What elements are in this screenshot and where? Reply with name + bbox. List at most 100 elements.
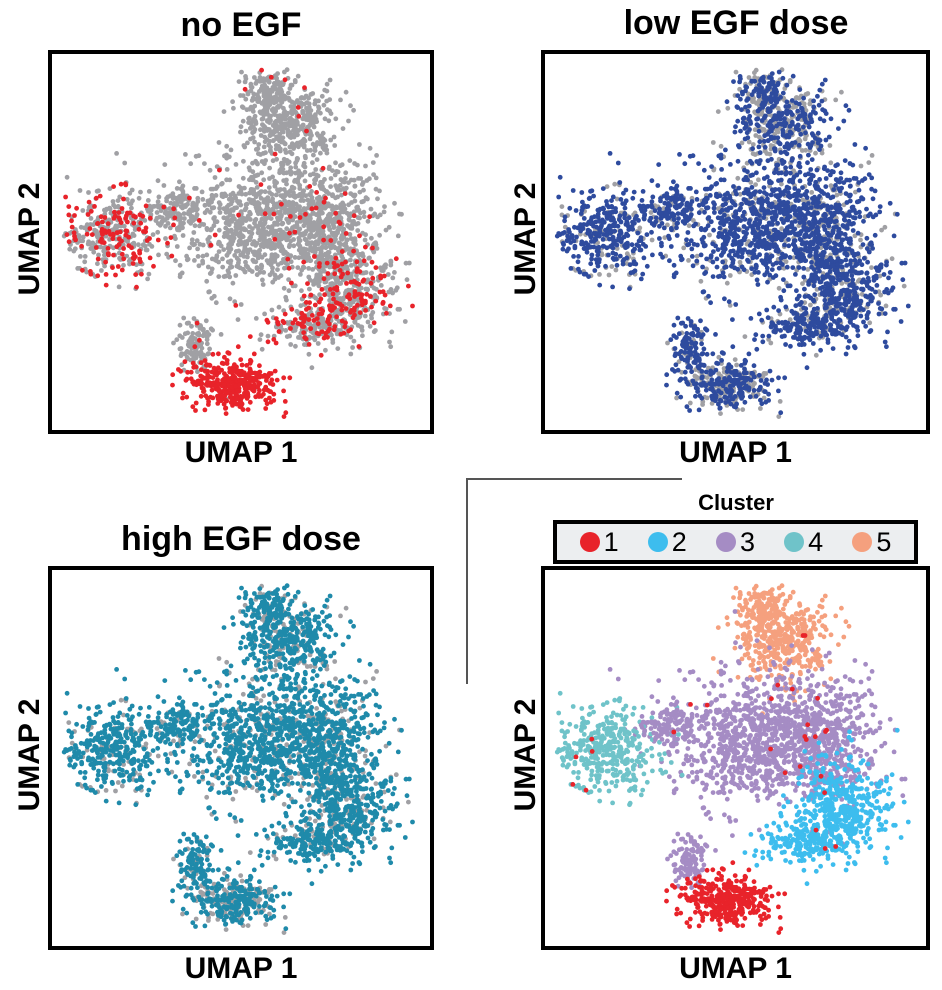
panel-1-point xyxy=(200,197,206,202)
panel-1-point xyxy=(321,102,327,108)
panel-2-point xyxy=(772,135,777,141)
panel-1-point xyxy=(317,141,323,147)
panel-2-point xyxy=(834,192,840,198)
panel-1-point xyxy=(261,144,267,150)
panel-1-point xyxy=(146,189,152,194)
panel-1-point xyxy=(204,252,210,258)
panel-1-point xyxy=(290,320,296,326)
panel-1-point xyxy=(84,222,90,228)
panel-1-point xyxy=(261,270,267,275)
panel-1-point xyxy=(150,232,156,238)
panel-2-point xyxy=(743,104,748,110)
panel-1-point xyxy=(177,179,182,185)
panel-2-point xyxy=(877,273,883,279)
panel-1-point xyxy=(269,88,274,94)
panel-1-point xyxy=(307,122,313,128)
panel-2-point xyxy=(878,292,884,298)
panel-1-point xyxy=(168,235,174,241)
panel-2-point xyxy=(750,142,756,147)
panel-1-point xyxy=(207,234,212,240)
panel-1-point xyxy=(294,130,299,136)
panel-1-point xyxy=(217,240,222,246)
panel-1-point xyxy=(332,245,338,251)
panel-2-point xyxy=(769,71,775,76)
panel-1-point xyxy=(209,266,215,272)
panel-1-point xyxy=(211,205,217,211)
panel-1-point xyxy=(293,164,299,170)
panel-1-point xyxy=(204,207,210,213)
panel-1-point xyxy=(369,259,375,265)
panel-1-point xyxy=(121,256,127,262)
panel-1-point xyxy=(363,300,368,306)
panel-1-point xyxy=(386,289,392,295)
panel-1-point xyxy=(129,205,134,211)
panel-1-point xyxy=(245,372,251,378)
panel-2-point xyxy=(597,272,602,277)
panel-1-point xyxy=(97,193,103,199)
panel-1-point xyxy=(301,330,307,335)
panel-2-point xyxy=(774,128,780,133)
panel-2-point xyxy=(816,102,822,108)
panel-1-point xyxy=(216,397,221,402)
panel-1-point xyxy=(351,279,357,284)
panel-1-point xyxy=(124,228,130,234)
panel-1-point xyxy=(377,232,382,238)
panel-2-point xyxy=(717,225,723,231)
panel-1-point xyxy=(253,316,259,321)
panel-1-point xyxy=(344,237,350,243)
panel-2-point xyxy=(797,138,803,144)
panel-1-point xyxy=(335,263,340,269)
panel-1-point xyxy=(138,189,143,195)
panel-2-point xyxy=(779,181,784,187)
panel-1-point xyxy=(242,86,248,92)
panel-1-point xyxy=(178,204,184,209)
panel-1-point xyxy=(342,191,348,197)
panel-1-point xyxy=(269,307,275,313)
panel-1-point xyxy=(319,329,325,334)
panel-2-point xyxy=(801,124,806,130)
panel-1-xlabel: UMAP 1 xyxy=(184,436,298,469)
panel-2-point xyxy=(796,95,802,101)
panel-1-point xyxy=(278,92,284,98)
panel-1-point xyxy=(390,290,395,296)
panel-1-point xyxy=(292,78,298,83)
panel-1-point xyxy=(213,300,219,306)
panel-2-point xyxy=(679,369,685,375)
panel-1-point xyxy=(240,175,246,181)
panel-2-point xyxy=(790,105,796,110)
panel-1-point xyxy=(242,207,248,213)
panel-1-point xyxy=(235,317,241,322)
panel-1-point xyxy=(179,335,185,340)
panel-1-point xyxy=(334,286,339,291)
panel-1-point xyxy=(257,388,262,393)
panel-1-point xyxy=(237,377,243,383)
panel-1-point xyxy=(330,340,336,345)
panel-1-point xyxy=(383,227,389,233)
panel-1-point xyxy=(259,170,265,176)
panel-1-point xyxy=(180,233,186,238)
panel-2-point xyxy=(883,303,889,309)
panel-1-point xyxy=(257,337,263,342)
panel-1-point xyxy=(257,220,263,226)
panel-1-point xyxy=(264,258,270,263)
panel-1-point xyxy=(270,279,276,285)
panel-1-point xyxy=(359,182,365,187)
panel-1-point xyxy=(233,162,239,167)
panel-1-point xyxy=(112,213,118,219)
panel-1-point xyxy=(183,152,188,157)
panel-1-point xyxy=(96,252,101,258)
panel-1-point xyxy=(228,192,234,198)
panel-1-point xyxy=(235,388,241,394)
panel-1-point xyxy=(262,311,267,317)
panel-1-point xyxy=(190,360,196,366)
panel-2-point xyxy=(714,256,720,262)
panel-1-point xyxy=(369,304,374,310)
panel-1-point xyxy=(348,263,354,268)
panel-1-point xyxy=(193,153,199,159)
panel-2-point xyxy=(747,119,753,125)
panel-1-point xyxy=(375,196,380,202)
panel-2-point xyxy=(737,74,743,79)
panel-1-point xyxy=(311,120,316,126)
panel-2-point xyxy=(852,233,858,239)
panel-2-point xyxy=(805,267,811,272)
